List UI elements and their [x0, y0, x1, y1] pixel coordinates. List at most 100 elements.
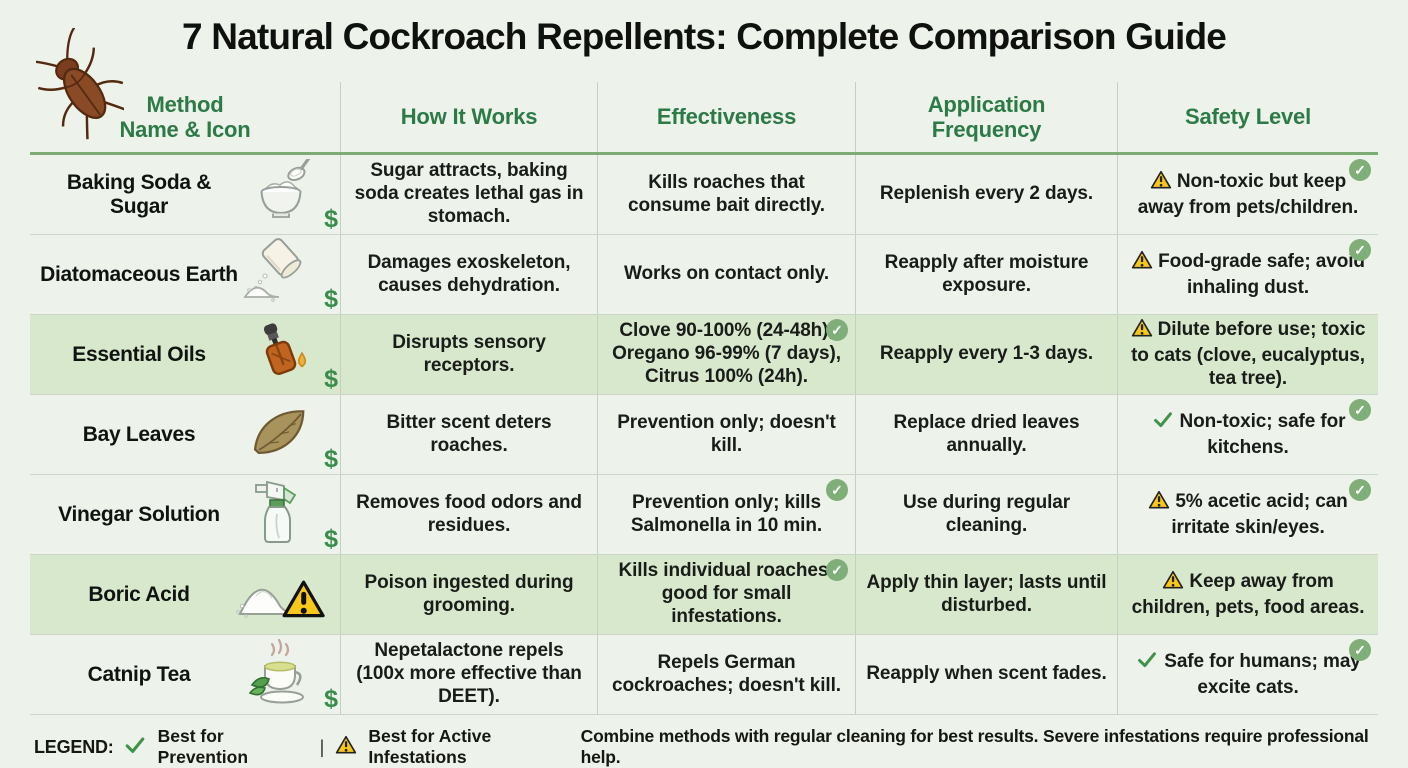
spray-bottle-icon	[248, 476, 312, 553]
frequency-text: Reapply when scent fades.	[866, 663, 1107, 685]
effectiveness-text: Kills individual roaches; good for small…	[618, 560, 835, 627]
how-it-works-cell: Poison ingested during grooming.	[341, 555, 598, 634]
method-cell: Essential Oils $	[30, 315, 341, 394]
warning-icon	[1150, 170, 1172, 197]
method-icon-wrap: $	[244, 637, 338, 713]
effectiveness-cell: Works on contact only.	[598, 235, 856, 314]
check-icon	[1135, 649, 1159, 677]
how-it-works-text: Nepetalactone repels (100x more effectiv…	[356, 640, 582, 707]
table-row: Essential Oils $ Disrupts sensory recept…	[30, 315, 1378, 395]
frequency-cell: Apply thin layer; lasts until disturbed.	[856, 555, 1118, 634]
effectiveness-cell: Prevention only; kills Salmonella in 10 …	[598, 475, 856, 554]
safety-text: Keep away from children, pets, food area…	[1131, 570, 1365, 618]
bay-leaf-icon	[244, 400, 316, 469]
method-icon-wrap: $	[243, 237, 338, 313]
column-header: Effectiveness	[598, 82, 856, 152]
effectiveness-cell: Kills roaches that consume bait directly…	[598, 155, 856, 234]
how-it-works-text: Bitter scent deters roaches.	[386, 411, 552, 456]
table-row: Catnip Tea $ Nepetalactone repels (100x …	[30, 635, 1378, 715]
warning-icon	[1131, 250, 1153, 277]
table-row: Bay Leaves $ Bitter scent deters roaches…	[30, 395, 1378, 475]
bottom-bar: LEGEND: Best for Prevention | Best for A…	[34, 726, 1378, 768]
frequency-cell: Reapply after moisture exposure.	[856, 235, 1118, 314]
method-name: Vinegar Solution	[58, 502, 220, 526]
check-icon	[123, 734, 147, 761]
how-it-works-text: Removes food odors and residues.	[356, 491, 582, 536]
cost-indicator: $	[324, 444, 338, 473]
verified-badge-icon: ✓	[1349, 479, 1371, 501]
safety-text: Non-toxic but keep away from pets/childr…	[1137, 170, 1359, 218]
oil-dropper-icon	[246, 319, 314, 390]
how-it-works-text: Disrupts sensory receptors.	[392, 331, 546, 376]
safety-cell: Keep away from children, pets, food area…	[1118, 555, 1378, 634]
column-header: How It Works	[341, 82, 598, 152]
safety-text: 5% acetic acid; can irritate skin/eyes.	[1128, 490, 1368, 540]
cost-indicator: $	[324, 204, 338, 233]
powder-jar-icon	[243, 238, 317, 311]
effectiveness-cell: Prevention only; doesn't kill.	[598, 395, 856, 474]
method-cell: Bay Leaves $	[30, 395, 341, 474]
sugar-bowl-icon	[244, 155, 316, 230]
legend-item-active-infestations: Best for Active Infestations	[335, 726, 580, 768]
frequency-cell: Reapply when scent fades.	[856, 635, 1118, 714]
effectiveness-text: Repels German cockroaches; doesn't kill.	[612, 651, 841, 696]
method-name: Diatomaceous Earth	[40, 262, 238, 286]
safety-text: Safe for humans; may excite cats.	[1128, 649, 1368, 700]
frequency-text: Apply thin layer; lasts until disturbed.	[866, 571, 1107, 616]
legend-label: LEGEND:	[34, 736, 114, 757]
table-row: Vinegar Solution $ Removes food odors an…	[30, 475, 1378, 555]
method-name: Essential Oils	[72, 342, 206, 366]
method-name: Bay Leaves	[82, 422, 196, 446]
effectiveness-cell: Clove 90-100% (24-48h), Oregano 96-99% (…	[598, 315, 856, 394]
how-it-works-cell: Bitter scent deters roaches.	[341, 395, 598, 474]
powder-pile-warning-icon	[234, 558, 326, 631]
frequency-text: Replace dried leaves annually.	[893, 411, 1080, 456]
column-header: Safety Level	[1184, 104, 1311, 130]
legend-separator: |	[319, 736, 325, 757]
table-row: Boric Acid Poison ingested during groomi…	[30, 555, 1378, 635]
cost-indicator: $	[324, 684, 338, 713]
verified-badge-icon: ✓	[826, 559, 848, 581]
warning-icon	[1162, 570, 1184, 597]
table-header-row: Method Name & Icon How It Works Effectiven…	[30, 82, 1378, 155]
cost-indicator: $	[324, 284, 338, 313]
verified-badge-icon: ✓	[1349, 399, 1371, 421]
method-cell: Boric Acid	[30, 555, 341, 634]
how-it-works-text: Sugar attracts, baking soda creates leth…	[354, 160, 584, 227]
method-cell: Catnip Tea $	[30, 635, 341, 714]
page-title: 7 Natural Cockroach Repellents: Complete…	[181, 16, 1227, 57]
warning-icon	[1131, 318, 1153, 345]
effectiveness-text: Prevention only; kills Salmonella in 10 …	[630, 491, 823, 536]
how-it-works-cell: Disrupts sensory receptors.	[341, 315, 598, 394]
table-row: Diatomaceous Earth $ Damages exoskeleton…	[30, 235, 1378, 315]
column-header: Application Frequency	[856, 82, 1118, 152]
frequency-cell: Reapply every 1-3 days.	[856, 315, 1118, 394]
safety-cell: Non-toxic; safe for kitchens. ✓	[1118, 395, 1378, 474]
legend: LEGEND: Best for Prevention | Best for A…	[34, 726, 581, 768]
how-it-works-cell: Sugar attracts, baking soda creates leth…	[341, 155, 598, 234]
cost-indicator: $	[324, 524, 338, 553]
safety-cell: 5% acetic acid; can irritate skin/eyes. …	[1118, 475, 1378, 554]
effectiveness-text: Works on contact only.	[623, 263, 830, 285]
effectiveness-text: Kills roaches that consume bait directly…	[627, 171, 825, 216]
footer-note: Combine methods with regular cleaning fo…	[580, 726, 1369, 767]
safety-text: Non-toxic; safe for kitchens.	[1128, 409, 1368, 460]
safety-cell: Dilute before use; toxic to cats (clove,…	[1118, 315, 1378, 394]
legend-item-label: Best for Prevention	[157, 726, 249, 767]
warning-icon	[1148, 490, 1170, 517]
safety-cell: Food-grade safe; avoid inhaling dust. ✓	[1118, 235, 1378, 314]
method-icon-wrap: $	[244, 397, 338, 473]
frequency-cell: Use during regular cleaning.	[856, 475, 1118, 554]
how-it-works-cell: Damages exoskeleton, causes dehydration.	[341, 235, 598, 314]
effectiveness-text: Clove 90-100% (24-48h), Oregano 96-99% (…	[612, 320, 841, 387]
warning-icon	[335, 735, 357, 760]
method-cell: Baking Soda & Sugar $	[30, 155, 341, 234]
how-it-works-text: Poison ingested during grooming.	[364, 571, 574, 616]
verified-badge-icon: ✓	[1349, 639, 1371, 661]
method-cell: Vinegar Solution $	[30, 475, 341, 554]
how-it-works-cell: Removes food odors and residues.	[341, 475, 598, 554]
safety-cell: Non-toxic but keep away from pets/childr…	[1118, 155, 1378, 234]
method-icon-wrap: $	[244, 476, 338, 553]
method-name: Boric Acid	[88, 582, 190, 606]
